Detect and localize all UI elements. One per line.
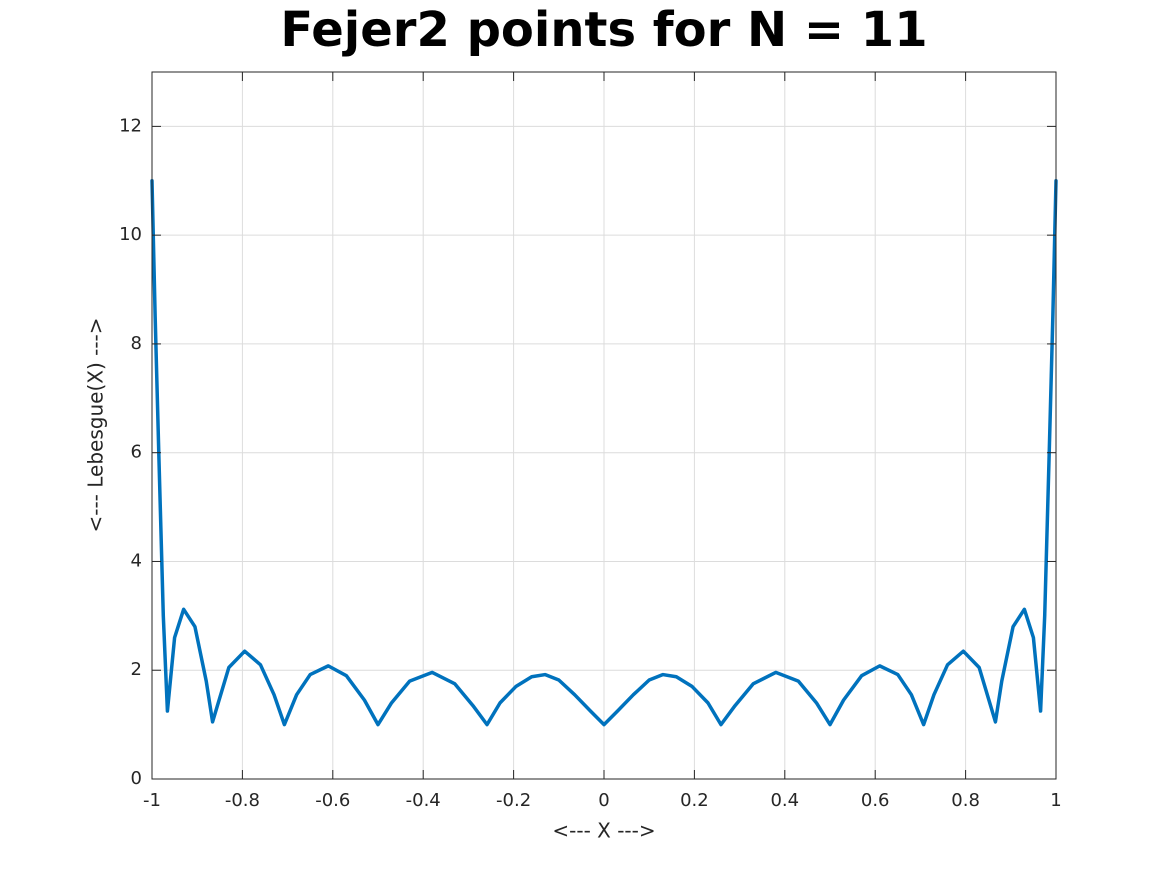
x-tick-label: 0.6 [861, 790, 890, 811]
x-tick-label: -0.8 [225, 790, 260, 811]
x-tick-label: 1 [1050, 790, 1061, 811]
x-tick-label: -0.2 [496, 790, 531, 811]
y-tick-label: 12 [119, 115, 142, 136]
x-axis-label: <--- X ---> [552, 819, 655, 843]
x-tick-label: -0.6 [315, 790, 350, 811]
y-tick-label: 0 [131, 768, 142, 789]
data-line [150, 179, 1058, 727]
x-tick-label: 0.2 [680, 790, 709, 811]
x-tick-label: 0.4 [770, 790, 799, 811]
y-axis-label: <--- Lebesgue(X) ---> [84, 317, 108, 532]
x-tick-label: 0.8 [951, 790, 980, 811]
marks [150, 179, 1058, 727]
y-tick-label: 8 [131, 333, 142, 354]
x-tick-label: -1 [143, 790, 161, 811]
y-tick-label: 2 [131, 659, 142, 680]
chart-title: Fejer2 points for N = 11 [280, 2, 927, 58]
x-tick-label: 0 [598, 790, 609, 811]
y-tick-label: 6 [131, 442, 142, 463]
x-tick-label: -0.4 [406, 790, 441, 811]
y-tick-label: 10 [119, 224, 142, 245]
y-tick-label: 4 [131, 550, 142, 571]
